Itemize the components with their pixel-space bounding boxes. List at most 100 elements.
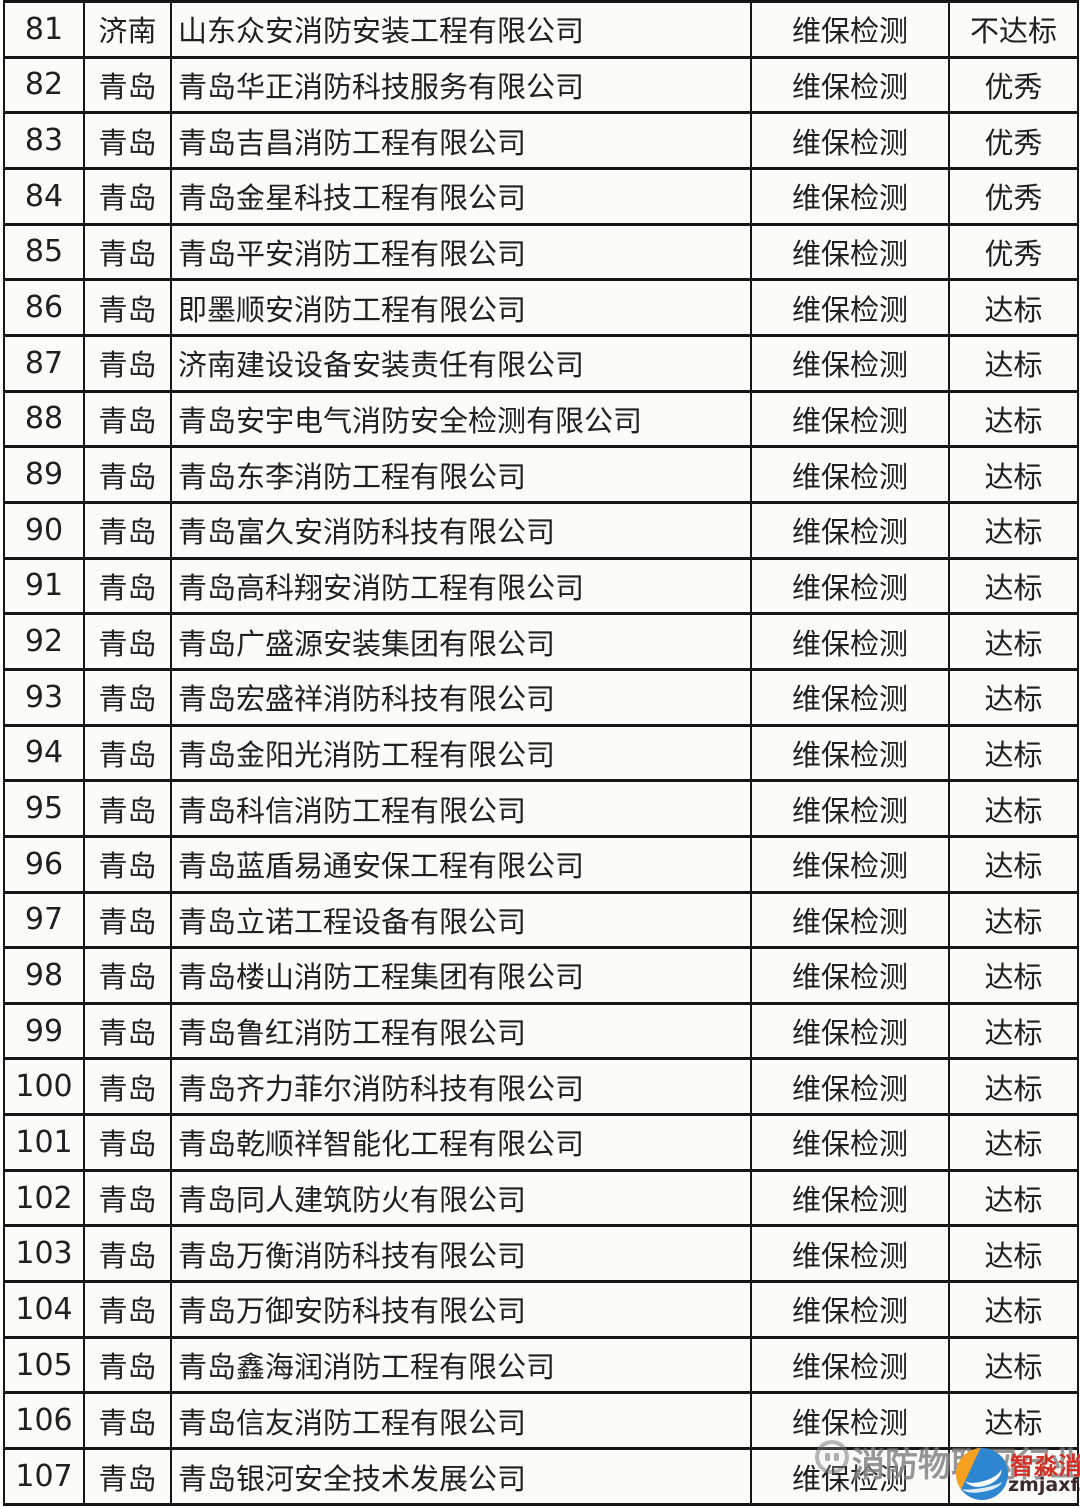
company-name-cell: 青岛华正消防科技服务有限公司 [170,55,752,115]
city-cell: 青岛 [83,445,172,504]
rating-cell: 达标 [948,723,1079,783]
row-number-cell: 106 [3,1391,85,1451]
service-type-cell: 维保检测 [750,333,950,393]
service-type-cell: 维保检测 [750,500,950,560]
city-cell: 青岛 [83,667,172,727]
row-number-cell: 82 [3,55,85,115]
row-number-cell: 87 [3,333,85,393]
company-name-cell: 青岛万御安防科技有限公司 [170,1280,752,1339]
table-row: 102 青岛 青岛同人建筑防火有限公司 维保检测 达标 [3,1168,1079,1228]
row-number-cell: 91 [3,556,85,616]
table-row: 106 青岛 青岛信友消防工程有限公司 维保检测 达标 [3,1391,1079,1451]
company-name-cell: 青岛信友消防工程有限公司 [170,1391,752,1451]
city-cell: 济南 [83,0,172,59]
city-cell: 青岛 [83,1057,172,1117]
service-type-cell: 维保检测 [750,222,950,282]
row-number-cell: 86 [3,278,85,337]
service-type-cell: 维保检测 [750,667,950,727]
service-type-cell: 维保检测 [750,556,950,616]
company-name-cell: 青岛蓝盾易通安保工程有限公司 [170,834,752,894]
rating-cell: 达标 [948,1280,1079,1339]
company-name-cell: 青岛平安消防工程有限公司 [170,222,752,282]
rating-cell: 达标 [948,834,1079,894]
company-name-cell: 青岛高科翔安消防工程有限公司 [170,556,752,616]
company-name-cell: 青岛同人建筑防火有限公司 [170,1168,752,1228]
row-number-cell: 97 [3,890,85,950]
service-type-cell: 维保检测 [750,1447,950,1506]
rating-cell: 达标 [948,1113,1079,1172]
row-number-cell: 98 [3,946,85,1005]
rating-cell: 达标 [948,1335,1079,1395]
company-rating-table: 81 济南 山东众安消防安装工程有限公司 维保检测 不达标 82 青岛 青岛华正… [3,0,1079,1506]
city-cell: 青岛 [83,55,172,115]
service-type-cell: 维保检测 [750,612,950,671]
service-type-cell: 维保检测 [750,890,950,950]
rating-cell [948,1447,1079,1506]
rating-cell: 优秀 [948,166,1079,226]
company-name-cell: 青岛楼山消防工程集团有限公司 [170,946,752,1005]
row-number-cell: 83 [3,111,85,170]
table-row: 92 青岛 青岛广盛源安装集团有限公司 维保检测 达标 [3,612,1079,671]
rating-cell: 达标 [948,1224,1079,1284]
table-row: 87 青岛 济南建设设备安装责任有限公司 维保检测 达标 [3,333,1079,393]
rating-cell: 达标 [948,667,1079,727]
table-row: 85 青岛 青岛平安消防工程有限公司 维保检测 优秀 [3,222,1079,282]
table-row: 94 青岛 青岛金阳光消防工程有限公司 维保检测 达标 [3,723,1079,783]
rating-cell: 优秀 [948,222,1079,282]
service-type-cell: 维保检测 [750,111,950,170]
company-name-cell: 青岛鲁红消防工程有限公司 [170,1001,752,1061]
row-number-cell: 105 [3,1335,85,1395]
row-number-cell: 90 [3,500,85,560]
rating-cell: 达标 [948,445,1079,504]
row-number-cell: 107 [3,1447,85,1506]
city-cell: 青岛 [83,1168,172,1228]
city-cell: 青岛 [83,1224,172,1284]
row-number-cell: 102 [3,1168,85,1228]
company-name-cell: 青岛立诺工程设备有限公司 [170,890,752,950]
company-name-cell: 济南建设设备安装责任有限公司 [170,333,752,393]
city-cell: 青岛 [83,723,172,783]
city-cell: 青岛 [83,779,172,838]
city-cell: 青岛 [83,166,172,226]
table-row: 86 青岛 即墨顺安消防工程有限公司 维保检测 达标 [3,278,1079,337]
city-cell: 青岛 [83,1280,172,1339]
service-type-cell: 维保检测 [750,1280,950,1339]
service-type-cell: 维保检测 [750,445,950,504]
table-row: 91 青岛 青岛高科翔安消防工程有限公司 维保检测 达标 [3,556,1079,616]
table-row: 103 青岛 青岛万衡消防科技有限公司 维保检测 达标 [3,1224,1079,1284]
rating-cell: 达标 [948,779,1079,838]
rating-cell: 不达标 [948,0,1079,59]
rating-cell: 达标 [948,278,1079,337]
table-row: 99 青岛 青岛鲁红消防工程有限公司 维保检测 达标 [3,1001,1079,1061]
company-name-cell: 青岛金阳光消防工程有限公司 [170,723,752,783]
service-type-cell: 维保检测 [750,946,950,1005]
rating-cell: 达标 [948,1001,1079,1061]
table-row: 84 青岛 青岛金星科技工程有限公司 维保检测 优秀 [3,166,1079,226]
company-name-cell: 青岛齐力菲尔消防科技有限公司 [170,1057,752,1117]
row-number-cell: 96 [3,834,85,894]
row-number-cell: 100 [3,1057,85,1117]
rating-cell: 达标 [948,1057,1079,1117]
row-number-cell: 84 [3,166,85,226]
rating-cell: 达标 [948,1168,1079,1228]
table-row: 96 青岛 青岛蓝盾易通安保工程有限公司 维保检测 达标 [3,834,1079,894]
service-type-cell: 维保检测 [750,834,950,894]
service-type-cell: 维保检测 [750,779,950,838]
city-cell: 青岛 [83,333,172,393]
table-row: 82 青岛 青岛华正消防科技服务有限公司 维保检测 优秀 [3,55,1079,115]
table-row: 98 青岛 青岛楼山消防工程集团有限公司 维保检测 达标 [3,946,1079,1005]
table-row: 101 青岛 青岛乾顺祥智能化工程有限公司 维保检测 达标 [3,1113,1079,1172]
city-cell: 青岛 [83,612,172,671]
rating-cell: 达标 [948,389,1079,449]
company-name-cell: 青岛万衡消防科技有限公司 [170,1224,752,1284]
city-cell: 青岛 [83,278,172,337]
rating-cell: 达标 [948,890,1079,950]
table-row: 89 青岛 青岛东李消防工程有限公司 维保检测 达标 [3,445,1079,504]
company-name-cell: 青岛乾顺祥智能化工程有限公司 [170,1113,752,1172]
company-name-cell: 山东众安消防安装工程有限公司 [170,0,752,59]
city-cell: 青岛 [83,890,172,950]
row-number-cell: 85 [3,222,85,282]
row-number-cell: 103 [3,1224,85,1284]
service-type-cell: 维保检测 [750,1391,950,1451]
service-type-cell: 维保检测 [750,1057,950,1117]
